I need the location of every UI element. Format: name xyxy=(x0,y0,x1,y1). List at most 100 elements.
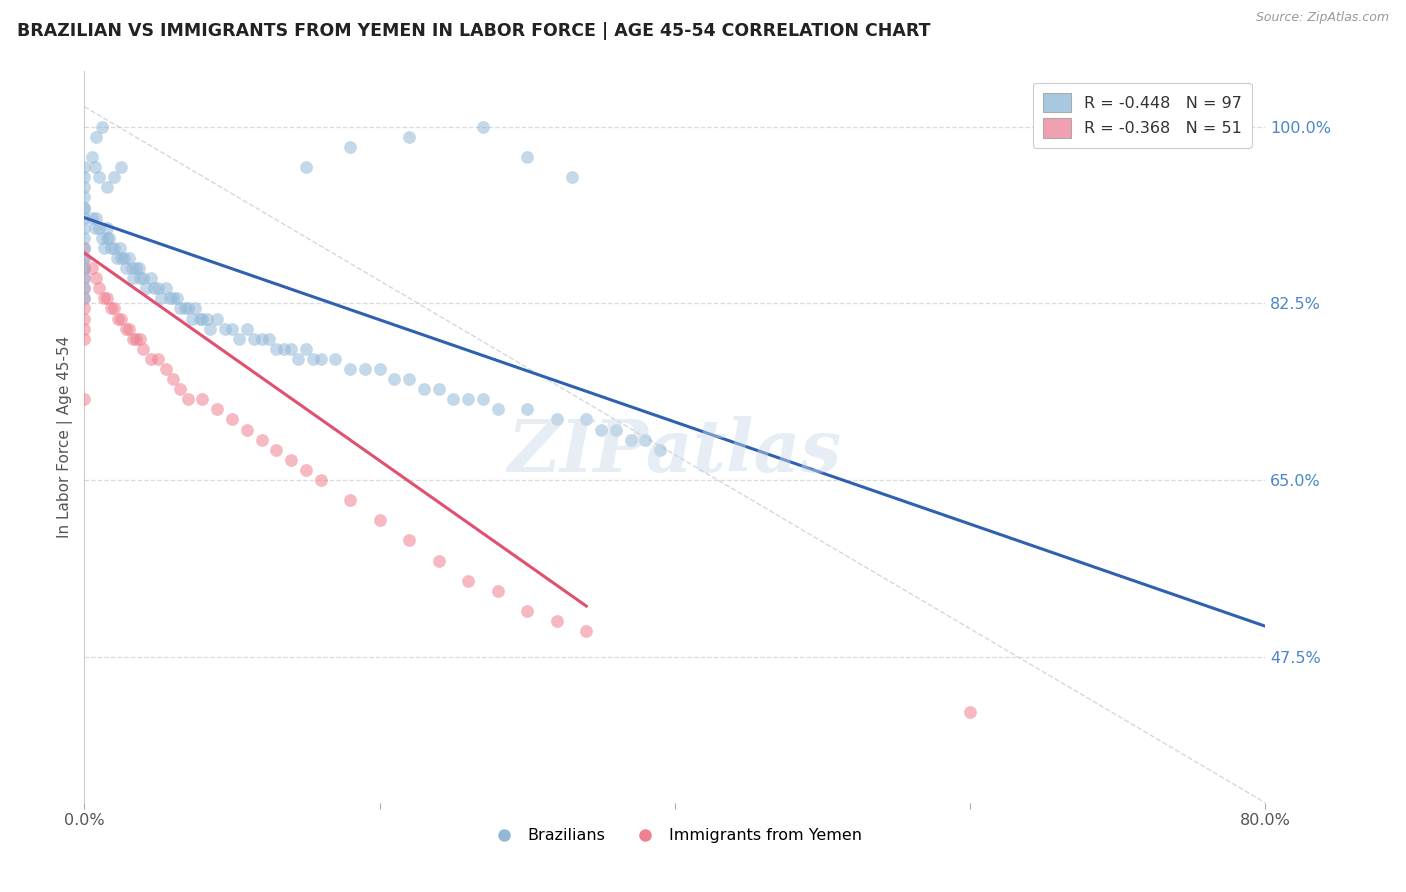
Point xyxy=(150,291,173,305)
Point xyxy=(73,261,96,276)
Point xyxy=(413,382,436,396)
Point xyxy=(96,220,118,235)
Point xyxy=(250,332,273,346)
Point xyxy=(129,271,152,285)
Point xyxy=(125,261,148,276)
Point xyxy=(84,271,107,285)
Point xyxy=(73,271,96,285)
Point xyxy=(354,362,377,376)
Point xyxy=(214,321,236,335)
Point xyxy=(155,362,177,376)
Point xyxy=(114,261,136,276)
Point xyxy=(73,220,96,235)
Point xyxy=(575,624,598,639)
Point xyxy=(472,120,495,134)
Point xyxy=(121,261,143,276)
Point xyxy=(634,433,657,447)
Legend: Brazilians, Immigrants from Yemen: Brazilians, Immigrants from Yemen xyxy=(481,822,869,850)
Point xyxy=(266,442,288,457)
Point xyxy=(155,281,177,295)
Point xyxy=(103,301,125,316)
Point xyxy=(73,241,96,255)
Point xyxy=(139,271,162,285)
Point xyxy=(148,281,170,295)
Point xyxy=(195,311,218,326)
Point xyxy=(591,423,613,437)
Point xyxy=(221,321,243,335)
Point xyxy=(427,382,450,396)
Point xyxy=(110,311,132,326)
Point xyxy=(236,423,259,437)
Point xyxy=(181,311,204,326)
Point xyxy=(191,392,214,407)
Point xyxy=(398,372,420,386)
Point xyxy=(73,231,96,245)
Point xyxy=(188,311,211,326)
Point xyxy=(80,211,103,225)
Point xyxy=(516,402,538,417)
Point xyxy=(243,332,266,346)
Point xyxy=(173,301,195,316)
Point xyxy=(132,271,155,285)
Point xyxy=(73,160,96,174)
Point xyxy=(93,241,115,255)
Point xyxy=(162,372,184,386)
Point xyxy=(142,281,165,295)
Point xyxy=(129,332,152,346)
Point xyxy=(620,433,643,447)
Point xyxy=(339,140,361,154)
Point xyxy=(96,231,118,245)
Point xyxy=(166,291,188,305)
Point xyxy=(93,291,115,305)
Point xyxy=(87,281,111,295)
Point xyxy=(87,170,111,185)
Point xyxy=(427,554,450,568)
Point xyxy=(486,402,509,417)
Point xyxy=(148,351,170,366)
Point xyxy=(73,392,96,407)
Point xyxy=(80,261,103,276)
Text: ZIPatlas: ZIPatlas xyxy=(508,417,842,487)
Point xyxy=(96,291,118,305)
Point xyxy=(73,332,96,346)
Point xyxy=(295,463,318,477)
Point xyxy=(73,311,96,326)
Point xyxy=(103,241,125,255)
Point xyxy=(250,433,273,447)
Text: BRAZILIAN VS IMMIGRANTS FROM YEMEN IN LABOR FORCE | AGE 45-54 CORRELATION CHART: BRAZILIAN VS IMMIGRANTS FROM YEMEN IN LA… xyxy=(17,22,931,40)
Point xyxy=(443,392,465,407)
Point xyxy=(73,291,96,305)
Point xyxy=(221,412,243,426)
Point xyxy=(91,120,114,134)
Point xyxy=(339,362,361,376)
Point xyxy=(257,332,280,346)
Point xyxy=(83,160,105,174)
Point xyxy=(114,321,136,335)
Point xyxy=(73,201,96,215)
Point xyxy=(118,321,141,335)
Point xyxy=(125,332,148,346)
Point xyxy=(280,452,302,467)
Point xyxy=(650,442,672,457)
Point xyxy=(73,190,96,204)
Point xyxy=(339,493,361,508)
Point xyxy=(295,342,318,356)
Point xyxy=(73,281,96,295)
Point xyxy=(73,251,96,265)
Point xyxy=(96,180,118,194)
Point xyxy=(177,392,200,407)
Point xyxy=(546,614,568,628)
Point xyxy=(516,150,538,164)
Point xyxy=(98,231,121,245)
Point xyxy=(103,170,125,185)
Point xyxy=(398,533,420,548)
Point xyxy=(83,220,105,235)
Point xyxy=(73,291,96,305)
Point xyxy=(546,412,568,426)
Point xyxy=(132,342,155,356)
Point xyxy=(516,604,538,618)
Point xyxy=(73,321,96,335)
Point xyxy=(280,342,302,356)
Point xyxy=(73,301,96,316)
Point xyxy=(107,311,129,326)
